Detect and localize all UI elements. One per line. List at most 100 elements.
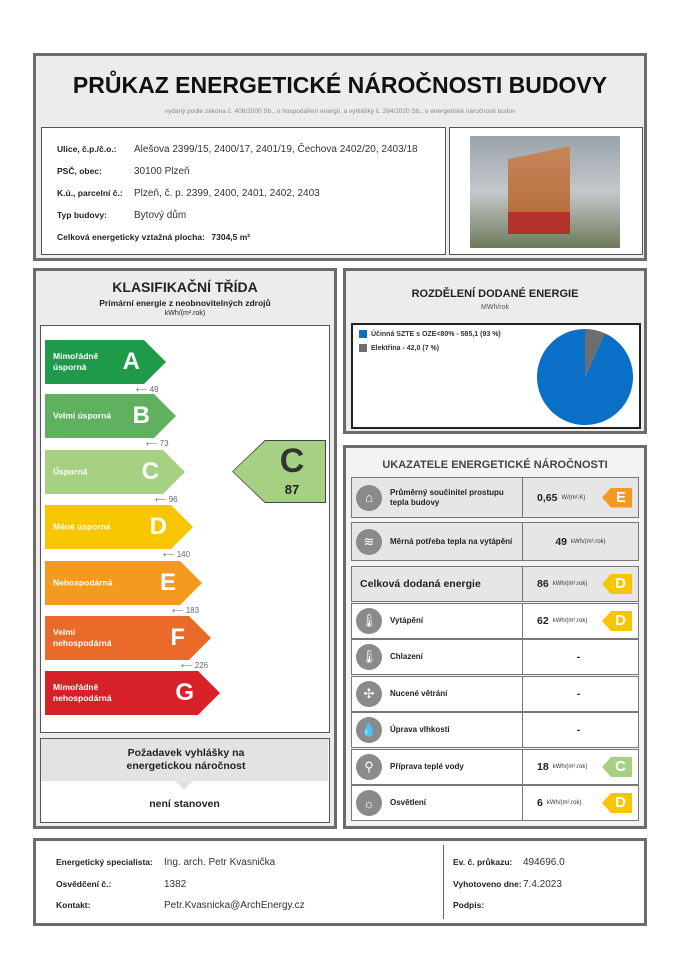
class-threshold: ⟵ 96 [155, 495, 178, 504]
pie-chart [537, 329, 633, 425]
class-name: Mimořádně úsporná [53, 351, 99, 372]
requirement-box: Požadavek vyhlášky na energetickou nároč… [40, 738, 330, 823]
indicator-unit: kWh/(m².rok) [552, 618, 588, 624]
class-name: Nehospodárná [53, 577, 113, 588]
pie-slice [585, 329, 605, 377]
class-name: Velmi nehospodárná [53, 627, 112, 648]
class-letter: E [159, 569, 176, 596]
threshold-value: 49 [149, 385, 159, 394]
date-value: 7.4.2023 [523, 879, 562, 890]
contact-email[interactable]: Petr.Kvasnicka@ArchEnergy.cz [164, 900, 305, 911]
indicator-row: 💧 Úprava vlhkosti - [351, 712, 639, 748]
class-letter: F [170, 624, 185, 651]
distribution-panel: ROZDĚLENÍ DODANÉ ENERGIE MWh/rok Účinná … [343, 268, 647, 434]
ev-value: 494696.0 [523, 857, 565, 868]
certificate-label: Osvědčení č.: [56, 879, 112, 889]
signature-label: Podpis: [453, 900, 485, 910]
distribution-title: ROZDĚLENÍ DODANÉ ENERGIE [411, 288, 579, 300]
class-bar-b: Velmi úsporná B [45, 394, 176, 438]
indicator-value: 6 [537, 797, 543, 809]
class-badge: E [602, 487, 632, 508]
arrow-left-icon: ⟵ [146, 439, 160, 448]
indicator-row: ⌂ Průměrný součinitel prostupu tepla budo… [351, 477, 639, 518]
parcel-value: Plzeň, č. p. 2399, 2400, 2401, 2402, 240… [134, 188, 320, 199]
indicator-name: Vytápění [390, 616, 424, 625]
page-subtitle: vydaný podle zákona č. 406/2000 Sb., o h… [164, 108, 516, 115]
indicator-value: - [576, 651, 581, 663]
indicator-name: Úprava vlhkosti [390, 725, 450, 734]
class-letter: C [141, 458, 159, 485]
house-icon: ⌂ [356, 484, 382, 511]
specialist-value: Ing. arch. Petr Kvasnička [164, 857, 276, 868]
indicator-name: Chlazení [390, 652, 423, 661]
indicator-value: - [576, 688, 581, 700]
legend-swatch [359, 330, 367, 338]
class-bar-c: Úsporná C [45, 450, 185, 494]
threshold-value: 140 [176, 550, 191, 559]
legend-swatch [359, 344, 367, 352]
indicator-name: Příprava teplé vody [390, 762, 464, 771]
arrow-left-icon: ⟵ [172, 606, 186, 615]
result-letter: C [279, 442, 305, 480]
class-bar-a: Mimořádně úsporná A [45, 340, 166, 384]
threshold-value: 73 [159, 439, 169, 448]
class-letter: G [175, 679, 194, 706]
class-name: Méně úsporná [53, 521, 111, 532]
legend-item: Elektřina - 42,0 (7 %) [359, 344, 439, 352]
heat-waves-icon: ≋ [356, 528, 382, 555]
building-photo-frame [449, 127, 643, 255]
street-label: Ulice, č.p./č.o.: [57, 144, 117, 154]
legend-label: Elektřina - 42,0 (7 %) [371, 344, 440, 352]
indicator-row: Celková dodaná energie 86 kWh/(m².rok) D [351, 566, 639, 602]
class-badge: D [602, 611, 632, 631]
indicator-value: 18 [537, 761, 549, 773]
class-bar-f: Velmi nehospodárná F [45, 616, 211, 660]
parcel-label: K.ú., parcelní č.: [57, 188, 123, 198]
fan-icon: ✣ [356, 681, 382, 707]
area-value: 7304,5 m² [211, 232, 251, 242]
class-threshold: ⟵ 183 [172, 606, 199, 615]
building-info: Ulice, č.p./č.o.: Alešova 2399/15, 2400/1… [41, 127, 446, 255]
class-badge: C [602, 757, 632, 777]
class-bar-e: Nehospodárná E [45, 561, 202, 605]
humidity-icon: 💧 [356, 717, 382, 743]
legend-item: Účinná SZTE s OZE<80% - 585,1 (93 %) [359, 330, 501, 338]
arrow-left-icon: ⟵ [155, 495, 169, 504]
indicator-row: 🌡 Vytápění 62 kWh/(m².rok) D [351, 603, 639, 639]
header-panel: PRŮKAZ ENERGETICKÉ NÁROČNOSTI BUDOVY vyd… [33, 53, 647, 261]
class-threshold: ⟵ 49 [136, 385, 159, 394]
class-badge: D [602, 793, 632, 813]
arrow-left-icon: ⟵ [181, 661, 195, 670]
thermometer-minus-icon: 🌡 [356, 644, 382, 670]
street-value: Alešova 2399/15, 2400/17, 2401/19, Čecho… [134, 144, 418, 155]
page-title: PRŮKAZ ENERGETICKÉ NÁROČNOSTI BUDOVY [72, 72, 608, 98]
indicator-unit: kWh/(m².rok) [552, 581, 588, 587]
type-label: Typ budovy: [57, 210, 107, 220]
zip-value: 30100 Plzeň [134, 166, 190, 177]
class-letter: D [149, 513, 167, 540]
indicator-name: Osvětlení [390, 798, 427, 807]
distribution-unit: MWh/rok [481, 304, 509, 311]
class-threshold: ⟵ 226 [181, 661, 208, 670]
indicator-value: 0,65 [537, 491, 558, 504]
threshold-value: 226 [194, 661, 209, 670]
requirement-value: není stanoven [149, 798, 220, 810]
thermometer-plus-icon: 🌡 [356, 608, 382, 634]
distribution-chart: Účinná SZTE s OZE<80% - 585,1 (93 %) Elek… [351, 323, 641, 429]
class-threshold: ⟵ 140 [163, 550, 190, 559]
class-name: Velmi úsporná [53, 410, 112, 421]
indicator-name: Nucené větrání [390, 689, 448, 698]
threshold-value: 183 [185, 606, 200, 615]
arrow-left-icon: ⟵ [163, 550, 177, 559]
indicator-row: ≋ Měrná potřeba tepla na vytápění 49 kWh/(m… [351, 522, 639, 561]
specialist-label: Energetický specialista: [56, 857, 153, 867]
indicators-title: UKAZATELE ENERGETICKÉ NÁROČNOSTI [382, 459, 608, 471]
indicator-value: - [576, 724, 581, 736]
arrow-left-icon: ⟵ [136, 385, 150, 394]
indicator-row: 🌡 Chlazení - [351, 639, 639, 675]
zip-label: PSČ, obec: [57, 166, 102, 176]
date-label: Vyhotoveno dne: [453, 879, 522, 889]
class-name: Mimořádně nehospodárná [53, 682, 112, 703]
certificate-value: 1382 [164, 879, 187, 890]
area-label: Celková energeticky vztažná plocha: [57, 232, 205, 242]
